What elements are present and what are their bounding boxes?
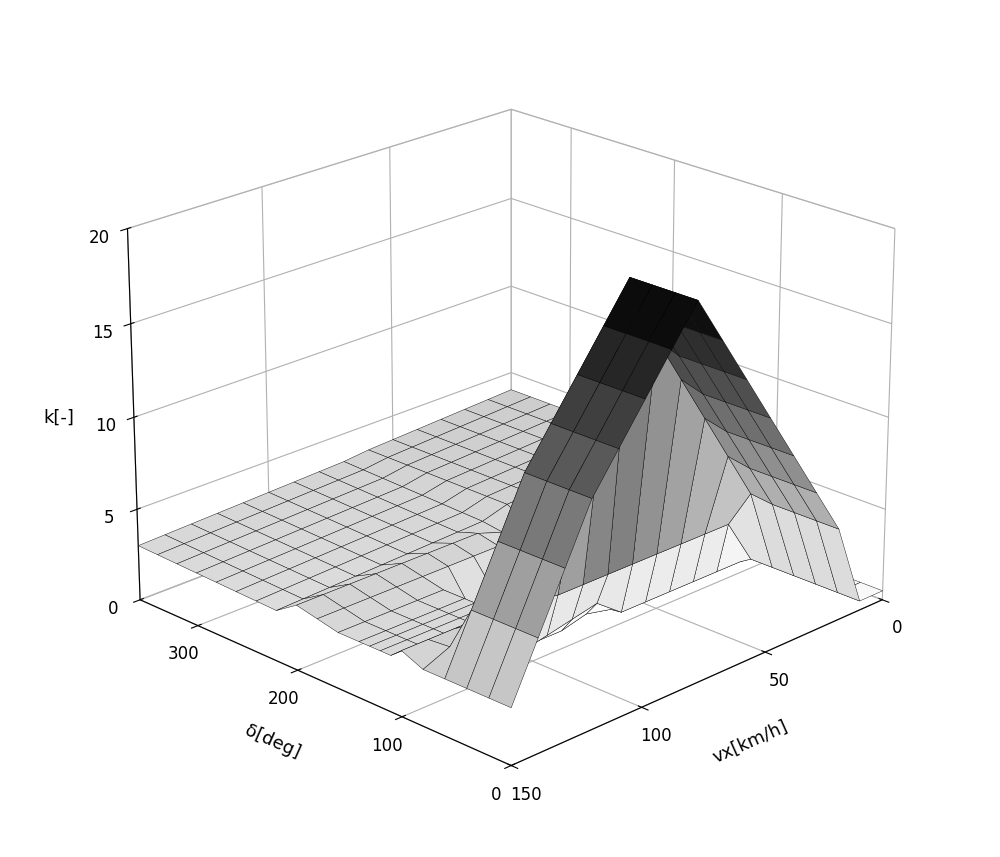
- X-axis label: vx[km/h]: vx[km/h]: [710, 717, 791, 766]
- Y-axis label: δ[deg]: δ[deg]: [242, 722, 303, 762]
